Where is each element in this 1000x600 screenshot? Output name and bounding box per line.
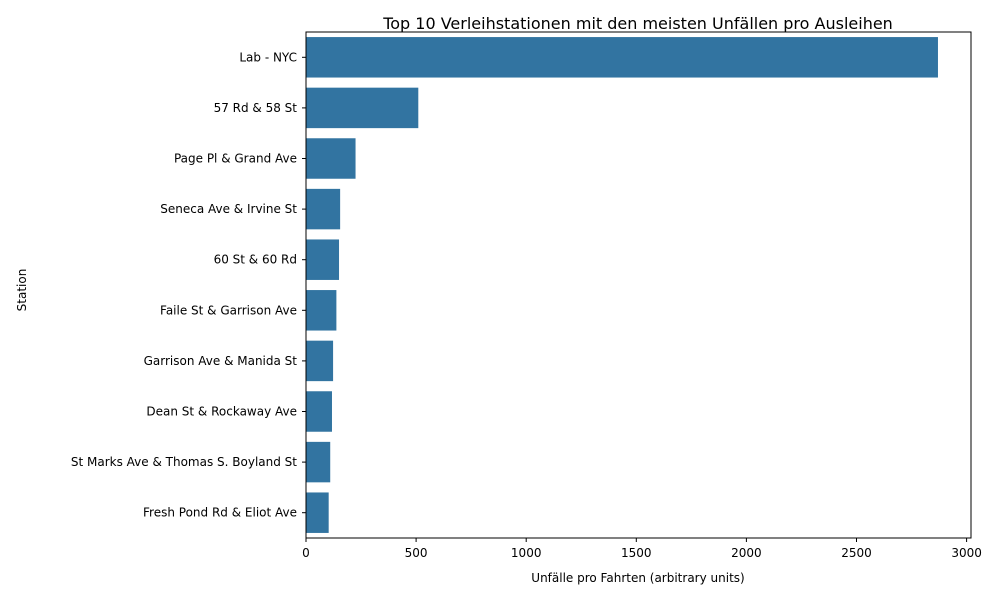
bar	[306, 239, 340, 280]
x-tick-label: 0	[302, 546, 310, 560]
y-tick-label: 57 Rd & 58 St	[214, 101, 298, 115]
x-axis: 0 500 1000 1500 2000 2500 3000	[302, 538, 982, 560]
x-axis-title: Unfälle pro Fahrten (arbitrary units)	[531, 571, 744, 585]
bar	[306, 87, 419, 129]
bar	[306, 340, 334, 382]
bar	[306, 138, 356, 179]
y-tick-label: Faile St & Garrison Ave	[160, 303, 297, 317]
y-tick-label: Dean St & Rockaway Ave	[146, 405, 297, 419]
y-tick-label: Lab - NYC	[239, 50, 297, 64]
bar	[306, 391, 332, 432]
plot-frame	[305, 31, 972, 539]
bars-layer	[306, 37, 938, 533]
y-tick-label: St Marks Ave & Thomas S. Boyland St	[71, 455, 297, 469]
y-tick-label: Seneca Ave & Irvine St	[160, 202, 297, 216]
x-tick-label: 2000	[731, 546, 762, 560]
x-tick-label: 500	[405, 546, 428, 560]
bar	[306, 188, 341, 230]
y-tick-label: Fresh Pond Rd & Eliot Ave	[143, 506, 297, 520]
x-tick-label: 2500	[841, 546, 872, 560]
y-tick-label: Garrison Ave & Manida St	[144, 354, 298, 368]
y-tick-label: 60 St & 60 Rd	[214, 253, 297, 267]
bar	[306, 492, 329, 533]
y-axis-title: Station	[15, 269, 29, 312]
y-tick-label: Page Pl & Grand Ave	[174, 152, 297, 166]
bar	[306, 37, 938, 78]
bar	[306, 441, 331, 483]
bar	[306, 290, 337, 331]
chart-title: Top 10 Verleihstationen mit den meisten …	[382, 14, 893, 33]
y-axis: Lab - NYC 57 Rd & 58 St Page Pl & Grand Av…	[71, 50, 306, 520]
x-tick-label: 1500	[621, 546, 652, 560]
x-tick-label: 3000	[951, 546, 982, 560]
x-tick-label: 1000	[511, 546, 542, 560]
